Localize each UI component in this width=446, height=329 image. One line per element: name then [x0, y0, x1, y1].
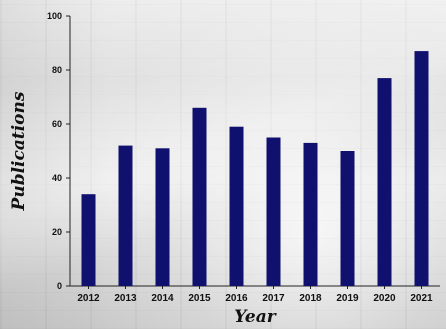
- bar-2013: [118, 145, 133, 286]
- y-tick-label: 60: [52, 119, 62, 129]
- y-tick-label: 20: [52, 227, 62, 237]
- y-tick-label: 100: [47, 11, 62, 21]
- bar-2014: [155, 148, 170, 286]
- y-tick-label: 40: [52, 173, 62, 183]
- bar-2015: [192, 107, 207, 286]
- bar-2017: [266, 137, 281, 286]
- bar-2020: [377, 78, 392, 286]
- x-tick-label: 2012: [77, 293, 100, 304]
- x-tick-label: 2019: [336, 293, 359, 304]
- bar-2016: [229, 126, 244, 286]
- bar-2018: [303, 142, 318, 286]
- x-tick-label: 2018: [299, 293, 322, 304]
- bar-2021: [414, 51, 429, 286]
- y-tick-label: 80: [52, 65, 62, 75]
- labels-group: 0 20 40 60 80 100 2012 2013 2014 2015 2016 2017 2018…: [9, 11, 433, 327]
- y-tick-label: 0: [57, 281, 62, 291]
- x-tick-label: 2014: [151, 293, 174, 304]
- bar-2012: [81, 194, 96, 286]
- y-axis-title: Publications: [9, 91, 29, 211]
- bars-group: [81, 51, 429, 286]
- x-tick-label: 2017: [262, 293, 285, 304]
- x-tick-label: 2016: [225, 293, 248, 304]
- x-axis-title: Year: [234, 307, 276, 327]
- bar-2019: [340, 151, 355, 286]
- x-tick-label: 2021: [410, 293, 433, 304]
- x-tick-label: 2020: [373, 293, 396, 304]
- x-tick-label: 2013: [114, 293, 137, 304]
- x-tick-label: 2015: [188, 293, 211, 304]
